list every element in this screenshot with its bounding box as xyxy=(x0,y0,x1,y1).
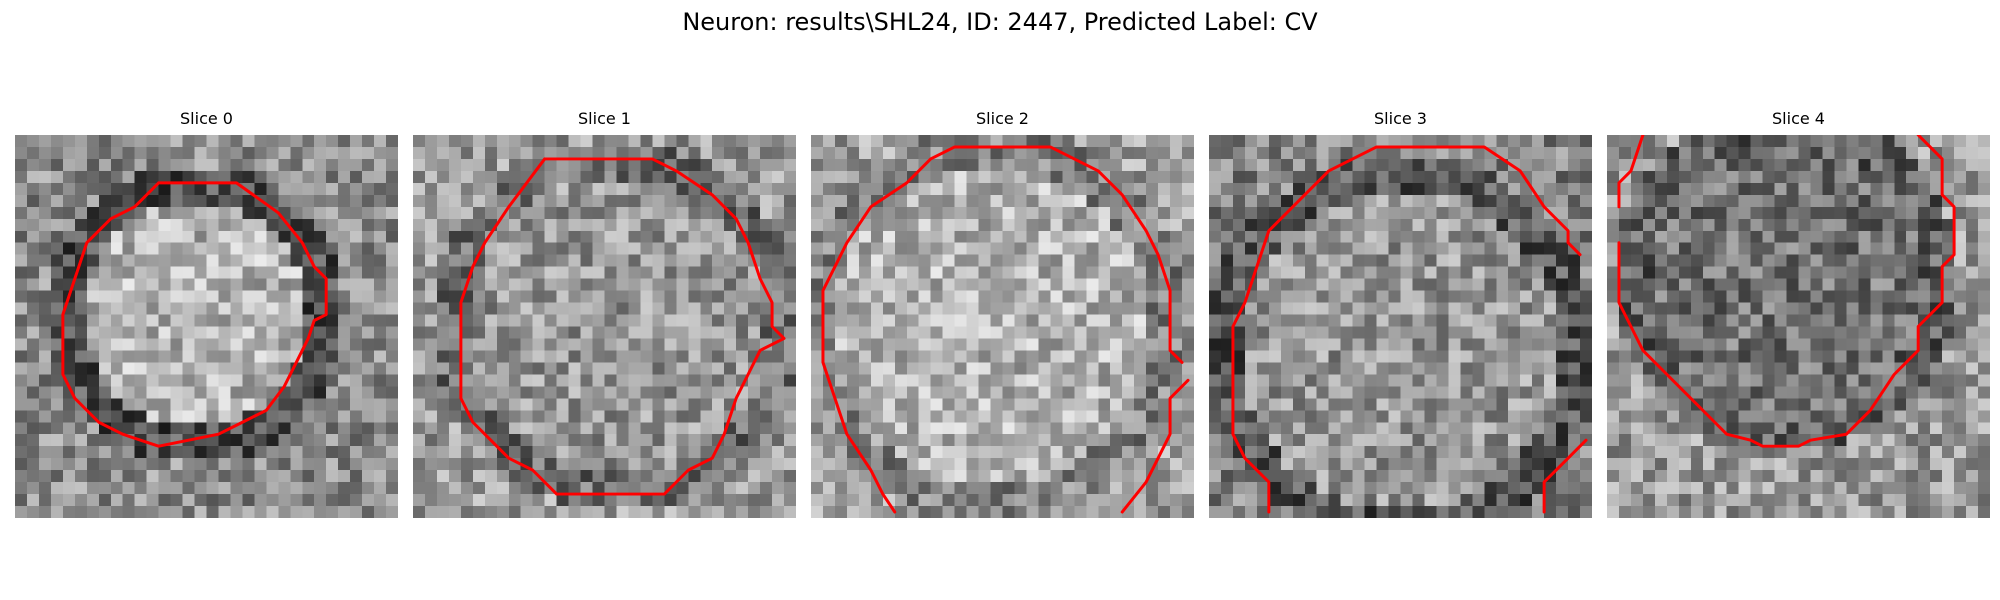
slice-panel-3: Slice 3 xyxy=(1209,108,1592,518)
figure-title: Neuron: results\SHL24, ID: 2447, Predict… xyxy=(0,6,2000,38)
pixel-grid xyxy=(15,135,398,518)
slice-title: Slice 0 xyxy=(15,108,398,130)
slice-panel-0: Slice 0 xyxy=(15,108,398,518)
pixel-grid xyxy=(811,135,1194,518)
slice-panel-4: Slice 4 xyxy=(1607,108,1990,518)
slice-panel-2: Slice 2 xyxy=(811,108,1194,518)
slice-title: Slice 1 xyxy=(413,108,796,130)
grayscale-slice-image xyxy=(1607,135,1990,518)
slice-title: Slice 4 xyxy=(1607,108,1990,130)
pixel-grid xyxy=(413,135,796,518)
grayscale-slice-image xyxy=(811,135,1194,518)
pixel-grid xyxy=(1607,135,1990,518)
grayscale-slice-image xyxy=(1209,135,1592,518)
slice-title: Slice 3 xyxy=(1209,108,1592,130)
grayscale-slice-image xyxy=(413,135,796,518)
slice-title: Slice 2 xyxy=(811,108,1194,130)
slice-panel-1: Slice 1 xyxy=(413,108,796,518)
grayscale-slice-image xyxy=(15,135,398,518)
